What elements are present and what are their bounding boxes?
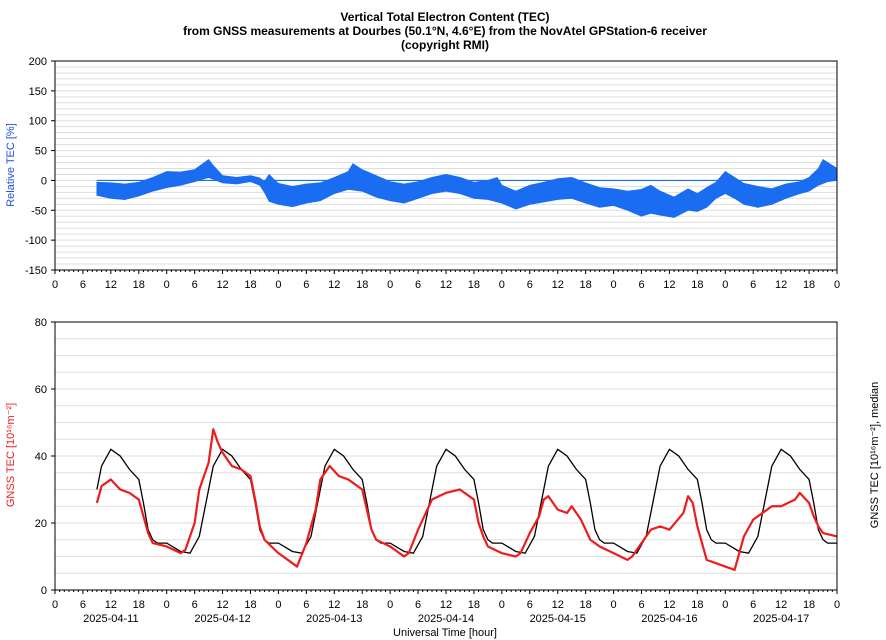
x-tick-label: 18 (580, 279, 592, 291)
x-tick-label: 18 (468, 599, 480, 611)
x-axis-label: Universal Time [hour] (393, 627, 497, 639)
x-tick-label: 12 (552, 599, 564, 611)
x-tick-label: 18 (691, 279, 703, 291)
x-tick-label: 0 (499, 279, 505, 291)
x-tick-label: 12 (663, 599, 675, 611)
y-tick-label: 60 (35, 384, 47, 396)
date-label: 2025-04-11 (83, 613, 138, 625)
plot-frame (54, 60, 838, 271)
y-tick-label: 150 (29, 86, 47, 98)
x-tick-label: 18 (803, 599, 815, 611)
gnss-tec-median-axis-label: GNSS TEC [10¹⁶m⁻²], median (869, 382, 881, 528)
y-tick-label: 20 (35, 518, 47, 530)
title-line-2: from GNSS measurements at Dourbes (50.1°… (183, 24, 707, 38)
x-tick-label: 12 (216, 599, 228, 611)
x-tick-label: 0 (52, 599, 58, 611)
x-tick-label: 12 (216, 279, 228, 291)
y-tick-label: -50 (31, 205, 47, 217)
y-tick-label: 50 (35, 146, 47, 158)
x-tick-label: 12 (105, 599, 117, 611)
date-label: 2025-04-13 (306, 613, 362, 625)
x-tick-label: 0 (164, 599, 170, 611)
x-tick-label: 12 (775, 599, 787, 611)
x-tick-label: 18 (133, 279, 145, 291)
x-tick-label: 12 (105, 279, 117, 291)
x-tick-label: 0 (275, 279, 281, 291)
y-tick-label: 200 (29, 56, 47, 68)
date-label: 2025-04-17 (753, 613, 809, 625)
y-tick-label: 0 (41, 175, 47, 187)
x-tick-label: 6 (303, 599, 309, 611)
y-tick-label: 80 (35, 317, 47, 329)
x-tick-label: 6 (192, 599, 198, 611)
x-tick-label: 12 (440, 599, 452, 611)
plot-frame (54, 321, 838, 591)
x-tick-label: 6 (750, 599, 756, 611)
x-tick-label: 18 (356, 279, 368, 291)
x-tick-label: 12 (552, 279, 564, 291)
x-tick-label: 0 (387, 279, 393, 291)
x-tick-label: 6 (80, 279, 86, 291)
x-tick-label: 12 (328, 279, 340, 291)
x-tick-label: 12 (328, 599, 340, 611)
x-tick-label: 12 (775, 279, 787, 291)
x-tick-label: 18 (244, 599, 256, 611)
title-line-3: (copyright RMI) (401, 38, 489, 52)
x-tick-label: 12 (440, 279, 452, 291)
title-line-1: Vertical Total Electron Content (TEC) (340, 10, 549, 24)
x-tick-label: 6 (527, 279, 533, 291)
x-tick-label: 18 (691, 599, 703, 611)
relative-tec-axis-label: Relative TEC [%] (5, 123, 17, 207)
x-tick-label: 0 (164, 279, 170, 291)
x-tick-label: 0 (834, 599, 840, 611)
y-tick-label: 100 (29, 116, 47, 128)
x-tick-label: 6 (415, 599, 421, 611)
x-tick-label: 0 (722, 279, 728, 291)
y-tick-label: 0 (41, 585, 47, 597)
x-tick-label: 0 (499, 599, 505, 611)
x-tick-label: 6 (527, 599, 533, 611)
x-tick-label: 18 (580, 599, 592, 611)
gnss-tec-axis-label: GNSS TEC [10¹⁶m⁻²] (5, 403, 17, 507)
date-label: 2025-04-16 (641, 613, 697, 625)
x-tick-label: 18 (244, 279, 256, 291)
y-tick-label: 40 (35, 451, 47, 463)
x-tick-label: 6 (750, 279, 756, 291)
x-tick-label: 18 (468, 279, 480, 291)
x-tick-label: 0 (722, 599, 728, 611)
x-tick-label: 6 (638, 279, 644, 291)
y-tick-label: -150 (25, 265, 47, 277)
x-tick-label: 18 (803, 279, 815, 291)
relative-tec-area (96, 158, 838, 218)
x-tick-label: 0 (52, 279, 58, 291)
date-label: 2025-04-15 (530, 613, 586, 625)
x-tick-label: 6 (303, 279, 309, 291)
x-tick-label: 18 (356, 599, 368, 611)
x-tick-label: 0 (834, 279, 840, 291)
x-tick-label: 6 (415, 279, 421, 291)
measured-tec-line (95, 428, 838, 572)
x-tick-label: 12 (663, 279, 675, 291)
x-tick-label: 0 (611, 279, 617, 291)
x-tick-label: 6 (192, 279, 198, 291)
x-tick-label: 0 (275, 599, 281, 611)
y-tick-label: -100 (25, 235, 47, 247)
x-tick-label: 6 (80, 599, 86, 611)
date-label: 2025-04-12 (194, 613, 250, 625)
date-label: 2025-04-14 (418, 613, 474, 625)
x-tick-label: 0 (611, 599, 617, 611)
relative-tec-panel: -150 -100 -50 0 50 100 150 200 0 6 12 18 0 6 12 18 0 6 12 1… (25, 56, 840, 291)
x-tick-label: 18 (133, 599, 145, 611)
x-tick-label: 6 (638, 599, 644, 611)
median-tec-line (96, 448, 837, 554)
chart-title: Vertical Total Electron Content (TEC) fr… (183, 10, 707, 52)
x-tick-label: 0 (387, 599, 393, 611)
